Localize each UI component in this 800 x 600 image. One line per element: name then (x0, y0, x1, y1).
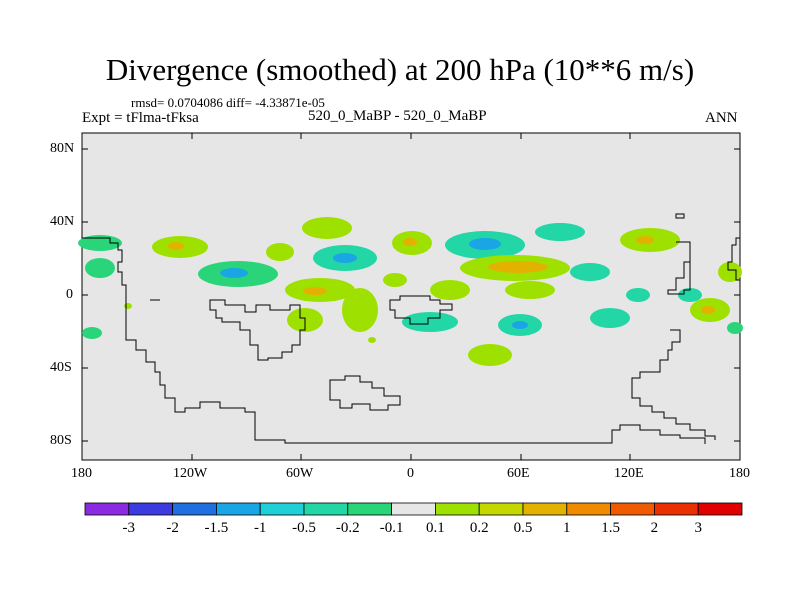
lon-label: 60W (286, 466, 314, 481)
coastlines (82, 213, 740, 444)
lon-label: 60E (507, 466, 530, 481)
experiment-label: Expt = tFlma-tFksa (82, 110, 199, 126)
colorbar-swatch (259, 502, 305, 516)
lon-label: 120E (614, 466, 644, 481)
colorbar-label: -0.2 (335, 520, 360, 536)
colorbar (84, 502, 743, 516)
field-blob (403, 238, 417, 246)
field-blob (626, 288, 650, 302)
field-blob (505, 281, 555, 299)
field-blob (430, 280, 470, 300)
field-blob (266, 243, 294, 261)
field-blob (402, 312, 458, 332)
field-blob (124, 303, 132, 309)
colorbar-label: 0.1 (426, 520, 445, 536)
plot-title: Divergence (smoothed) at 200 hPa (10**6 … (105, 52, 695, 87)
axis-ticks (81, 133, 741, 460)
field-blob (636, 236, 654, 244)
colorbar-swatch (478, 502, 524, 516)
coastline-new-zealand (631, 329, 716, 440)
coastline-antarctic-peninsula (329, 375, 401, 411)
field-blob (570, 263, 610, 281)
field-blob (78, 235, 122, 251)
colorbar-swatch (566, 502, 611, 516)
colorbar-swatch (434, 502, 480, 516)
colorbar-label: 1 (563, 520, 571, 536)
colorbar-label: -3 (122, 520, 136, 536)
divergence-field (78, 217, 743, 366)
colorbar-label: -1 (253, 520, 267, 536)
coastline-australia (667, 241, 691, 295)
colorbar-label: 2 (650, 520, 659, 536)
coastline-south-america (209, 299, 306, 361)
field-blob (468, 344, 512, 366)
colorbar-swatch (172, 502, 217, 516)
season-label: ANN (705, 110, 738, 126)
field-blob (383, 273, 407, 287)
colorbar-swatch (347, 502, 392, 516)
lat-label: 40N (50, 214, 75, 229)
lat-label: 80S (50, 433, 72, 448)
field-blob (368, 337, 376, 343)
field-blob (469, 238, 501, 250)
coastline-americas (82, 237, 706, 444)
lat-label: 80N (50, 141, 75, 156)
field-blob (488, 261, 548, 273)
colorbar-swatch (654, 502, 699, 516)
lat-label: 40S (50, 360, 72, 375)
colorbar-swatch (303, 502, 349, 516)
colorbar-label: 1.5 (601, 520, 620, 536)
colorbar-label: -2 (166, 520, 179, 536)
field-blob (590, 308, 630, 328)
field-blob (727, 322, 743, 334)
field-blob (535, 223, 585, 241)
colorbar-swatch (610, 502, 655, 516)
coastline-east (727, 237, 740, 281)
stats-label: rmsd= 0.0704086 diff= -4.33871e-05 (131, 95, 325, 110)
field-blob (168, 242, 184, 250)
lon-label: 180 (71, 466, 92, 481)
colorbar-label: -0.1 (379, 520, 404, 536)
colorbar-label: 0.5 (513, 520, 533, 536)
lon-label: 0 (407, 466, 414, 481)
case-label: 520_0_MaBP - 520_0_MaBP (308, 108, 487, 124)
colorbar-swatch (215, 502, 261, 516)
field-blob (82, 327, 102, 339)
field-blob (333, 253, 357, 263)
field-blob (718, 262, 742, 282)
coastline-africa (389, 295, 453, 325)
lon-label: 180 (729, 466, 750, 481)
colorbar-label: -0.5 (292, 520, 316, 536)
colorbar-label: 0.2 (469, 520, 489, 536)
field-blob (303, 287, 327, 295)
lat-label: 0 (66, 287, 73, 302)
colorbar-swatch (391, 502, 436, 516)
lon-label: 120W (173, 466, 208, 481)
colorbar-swatch (128, 502, 174, 516)
colorbar-label: -1.5 (204, 520, 229, 536)
colorbar-swatch (84, 502, 130, 516)
colorbar-label: 3 (694, 520, 702, 536)
coastline-island (675, 213, 685, 219)
field-blob (342, 288, 378, 332)
field-blob (701, 306, 715, 314)
colorbar-swatch (522, 502, 568, 516)
field-blob (85, 258, 115, 278)
field-blob (302, 217, 352, 239)
colorbar-swatch (697, 502, 743, 516)
field-blob (220, 268, 248, 278)
field-blob (512, 321, 528, 329)
